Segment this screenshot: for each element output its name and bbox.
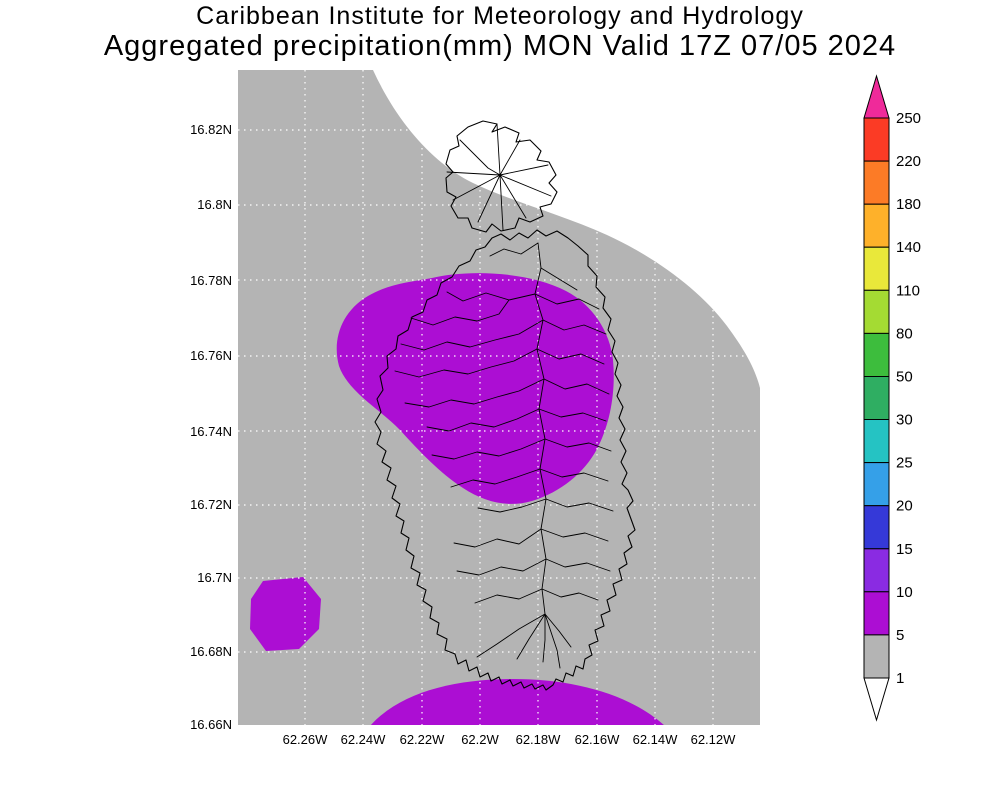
lon-tick-label: 62.14W xyxy=(633,732,679,747)
colorbar-segment xyxy=(863,505,890,550)
lat-tick-label: 16.7N xyxy=(197,570,232,585)
title-line-1: Caribbean Institute for Meteorology and … xyxy=(196,2,804,30)
watershed-lines-east xyxy=(534,267,614,601)
colorbar-label: 30 xyxy=(896,412,913,429)
lat-tick-label: 16.78N xyxy=(190,273,232,288)
lat-tick-label: 16.72N xyxy=(190,497,232,512)
colorbar-label: 5 xyxy=(896,627,904,644)
colorbar-segment xyxy=(863,246,890,291)
colorbar-arrow-bottom xyxy=(863,677,890,722)
colorbar-segment xyxy=(863,419,890,464)
colorbar-segment xyxy=(863,548,890,593)
colorbar-label: 110 xyxy=(896,282,920,299)
colorbar-segment xyxy=(863,203,890,248)
lat-tick-label: 16.66N xyxy=(190,717,232,732)
plot-title: Caribbean Institute for Meteorology and … xyxy=(0,2,1000,62)
colorbar-label: 50 xyxy=(896,369,913,386)
lon-tick-label: 62.26W xyxy=(283,732,329,747)
colorbar-segment xyxy=(863,376,890,420)
colorbar-label: 180 xyxy=(896,196,921,213)
colorbar-label: 220 xyxy=(896,153,921,170)
colorbar-arrow-top xyxy=(863,74,890,119)
colorbar-segment xyxy=(863,117,890,162)
watershed-spine xyxy=(489,242,547,615)
colorbar-segment xyxy=(863,634,890,679)
latitude-axis: 16.82N 16.8N 16.78N 16.76N 16.74N 16.72N… xyxy=(190,122,232,732)
colorbar-label: 80 xyxy=(896,325,913,342)
colorbar-label: 20 xyxy=(896,498,913,515)
colorbar-segment xyxy=(863,332,890,377)
longitude-axis: 62.26W 62.24W 62.22W 62.2W 62.18W 62.16W… xyxy=(283,732,737,747)
colorbar-segment xyxy=(863,591,890,636)
watershed-lines-south xyxy=(476,613,572,669)
watershed-lines-north-lobe xyxy=(446,123,552,231)
lon-tick-label: 62.22W xyxy=(400,732,446,747)
precip-region-bottom xyxy=(370,679,664,725)
lat-tick-label: 16.76N xyxy=(190,348,232,363)
lon-tick-label: 62.16W xyxy=(575,732,621,747)
colorbar-segment xyxy=(863,462,890,507)
watershed-lines-west xyxy=(394,291,547,604)
colorbar-label: 25 xyxy=(896,455,913,472)
colorbar-segment xyxy=(863,160,890,205)
main-island-coastline xyxy=(374,229,636,691)
lat-tick-label: 16.68N xyxy=(190,644,232,659)
lat-tick-label: 16.82N xyxy=(190,122,232,137)
precip-region-southwest xyxy=(250,577,321,651)
colorbar-label: 140 xyxy=(896,239,921,256)
colorbar-label: 250 xyxy=(896,110,921,127)
colorbar-label: 1 xyxy=(896,670,904,687)
lon-tick-label: 62.12W xyxy=(691,732,737,747)
colorbar-label: 15 xyxy=(896,541,913,558)
colorbar: 250 220 180 140 110 80 50 30 25 20 15 10… xyxy=(863,74,921,722)
colorbar-label: 10 xyxy=(896,584,913,601)
lat-tick-label: 16.74N xyxy=(190,424,232,439)
north-lobe-coastline xyxy=(445,120,558,233)
lon-tick-label: 62.18W xyxy=(516,732,562,747)
lon-tick-label: 62.2W xyxy=(461,732,499,747)
lon-tick-label: 62.24W xyxy=(341,732,387,747)
lat-tick-label: 16.8N xyxy=(197,197,232,212)
map-fill-layers xyxy=(238,70,760,725)
title-line-2: Aggregated precipitation(mm) MON Valid 1… xyxy=(103,30,897,62)
colorbar-segment xyxy=(863,289,890,334)
